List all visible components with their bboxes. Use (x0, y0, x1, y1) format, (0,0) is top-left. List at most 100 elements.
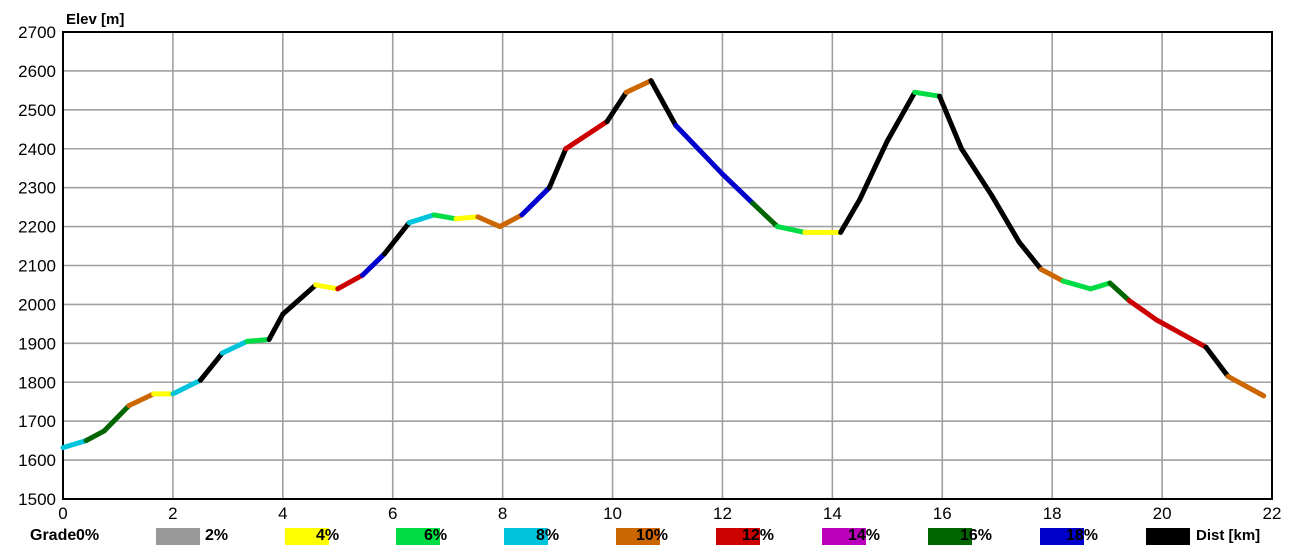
grade-legend: Grade 0% 2% 4% 6% 8% 10% 12% 14% 16% 18% (30, 526, 1300, 548)
legend-label: 12% (742, 527, 775, 544)
x-tick-label: 10 (603, 504, 622, 523)
x-tick-label: 14 (823, 504, 842, 523)
profile-segment (453, 214, 481, 222)
profile-segment (937, 93, 965, 152)
y-tick-label: 2500 (18, 101, 56, 120)
legend-swatch (285, 528, 329, 545)
profile-segment (774, 224, 808, 235)
legend-swatch (616, 528, 660, 545)
legend-swatch (504, 528, 548, 545)
y-tick-label: 1500 (18, 490, 56, 509)
x-tick-label: 18 (1043, 504, 1062, 523)
profile-segment (83, 428, 107, 444)
y-axis-label: Elev [m] (66, 11, 124, 28)
profile-segment (360, 251, 387, 278)
legend-swatch (156, 528, 200, 545)
profile-segment (1016, 239, 1044, 272)
x-axis-ticks: 0 2 4 6 8 10 12 14 16 18 20 22 (58, 504, 1281, 523)
profile-segment (475, 214, 503, 230)
profile-segment (497, 212, 525, 230)
y-tick-label: 2700 (18, 23, 56, 42)
profile-segment (1203, 344, 1231, 379)
profile-segment (838, 196, 863, 235)
profile-segment (381, 220, 412, 257)
y-tick-label: 1600 (18, 451, 56, 470)
legend-label: 14% (848, 527, 881, 544)
x-axis-label: Dist [km] (1196, 527, 1261, 544)
y-tick-label: 2200 (18, 218, 56, 237)
x-tick-label: 12 (713, 504, 732, 523)
legend-swatch (716, 528, 760, 545)
profile-segment (431, 212, 459, 222)
profile-segment (101, 403, 132, 434)
profile-segment (266, 311, 286, 342)
legend-swatch (1040, 528, 1084, 545)
y-tick-label: 2100 (18, 257, 56, 276)
plot-frame (62, 31, 1273, 500)
profile-segment (1038, 266, 1066, 284)
profile-segment (604, 89, 629, 125)
legend-label: 16% (960, 527, 993, 544)
profile-segment (648, 78, 679, 128)
legend-label: 2% (205, 527, 229, 544)
profile-segment (280, 282, 319, 317)
profile-segment (1060, 278, 1094, 292)
profile-segment (313, 282, 341, 292)
profile-segment (912, 89, 943, 99)
legend-label: 8% (536, 527, 560, 544)
x-tick-label: 0 (58, 504, 67, 523)
profile-segment (719, 171, 756, 206)
legend-label: 6% (424, 527, 448, 544)
profile-segment (406, 212, 437, 226)
grid (63, 32, 1272, 499)
x-tick-label: 2 (168, 504, 177, 523)
legend-title: Grade (30, 527, 77, 544)
profile-segment (959, 146, 995, 198)
profile-segment (623, 78, 654, 95)
y-tick-label: 2600 (18, 62, 56, 81)
profile-segment (519, 185, 552, 218)
profile-segment (197, 350, 225, 383)
legend-label: 18% (1066, 527, 1099, 544)
legend-label: 4% (316, 527, 340, 544)
profile-segment (1107, 280, 1132, 304)
x-tick-label: 4 (278, 504, 287, 523)
y-tick-label: 1800 (18, 373, 56, 392)
profile-segment (857, 138, 890, 202)
profile-segment (1126, 298, 1160, 323)
y-tick-label: 1700 (18, 412, 56, 431)
profile-segment (219, 338, 250, 356)
x-tick-label: 22 (1263, 504, 1282, 523)
legend-swatch (822, 528, 866, 545)
y-tick-label: 2000 (18, 295, 56, 314)
profile-segment (563, 119, 610, 152)
y-axis-ticks: 1500 1600 1700 1800 1900 2000 2100 2200 2300 2400… (18, 23, 56, 509)
legend-swatch (396, 528, 440, 545)
legend-label: 0% (76, 527, 100, 544)
y-tick-label: 2300 (18, 179, 56, 198)
x-tick-label: 20 (1153, 504, 1172, 523)
y-tick-label: 1900 (18, 334, 56, 353)
profile-segment (60, 438, 89, 451)
x-tick-label: 16 (933, 504, 952, 523)
x-tick-label: 6 (388, 504, 397, 523)
profile-segment (884, 89, 918, 144)
profile-segment (1225, 373, 1267, 399)
profile-segment (546, 146, 569, 191)
profile-segment (989, 192, 1022, 245)
y-tick-label: 2400 (18, 140, 56, 159)
legend-label: 10% (636, 527, 669, 544)
profile-segment (673, 122, 725, 177)
profile-segment (335, 272, 366, 292)
profile-segment (170, 377, 203, 397)
profile-segment (750, 200, 780, 230)
profile-segment (1088, 280, 1113, 292)
profile-segment (244, 336, 272, 344)
elevation-profile (60, 78, 1267, 451)
x-tick-label: 8 (498, 504, 507, 523)
profile-segment (1154, 317, 1209, 350)
profile-segment (126, 391, 157, 409)
legend-swatch (1146, 528, 1190, 545)
legend-swatch (928, 528, 972, 545)
